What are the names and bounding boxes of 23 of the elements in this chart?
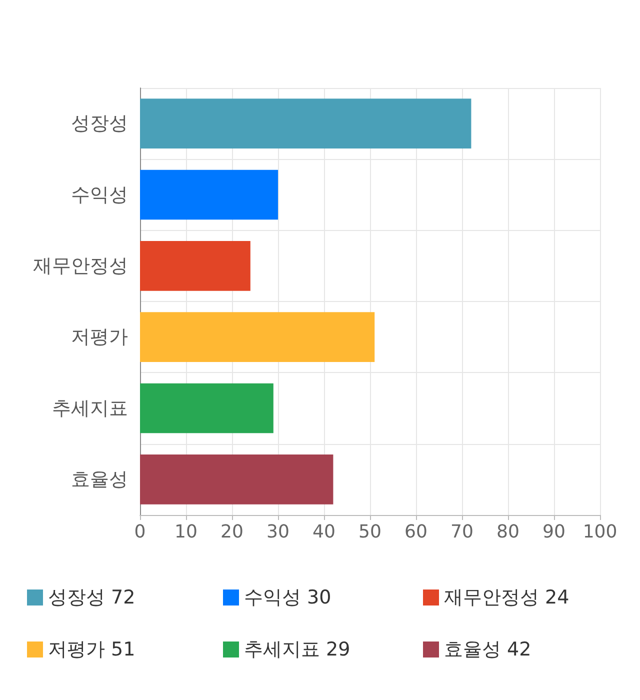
legend-label: 저평가 51: [48, 638, 136, 660]
x-tick-label: 0: [134, 522, 146, 542]
y-tick-label: 효율성: [71, 468, 128, 490]
legend-label: 성장성 72: [48, 586, 136, 608]
x-tick-label: 70: [450, 522, 474, 542]
x-tick-label: 80: [496, 522, 520, 542]
x-tick-label: 10: [174, 522, 198, 542]
x-tick-label: 100: [582, 522, 618, 542]
legend-label: 추세지표 29: [244, 638, 350, 660]
legend-label: 재무안정성 24: [444, 586, 570, 608]
y-tick-label: 성장성: [71, 112, 128, 135]
legend-label: 효율성 42: [444, 638, 532, 660]
y-tick-label: 저평가: [71, 326, 128, 348]
legend-label: 수익성 30: [244, 586, 332, 608]
x-tick-label: 50: [358, 522, 382, 542]
x-tick-label: 40: [312, 522, 336, 542]
y-tick-label: 재무안정성: [33, 254, 128, 277]
y-tick-label: 추세지표: [52, 397, 128, 420]
x-tick-label: 60: [404, 522, 428, 542]
y-tick-label: 수익성: [71, 184, 128, 206]
x-tick-label: 90: [542, 522, 566, 542]
x-tick-label: 20: [220, 522, 244, 542]
x-tick-label: 30: [266, 522, 290, 542]
